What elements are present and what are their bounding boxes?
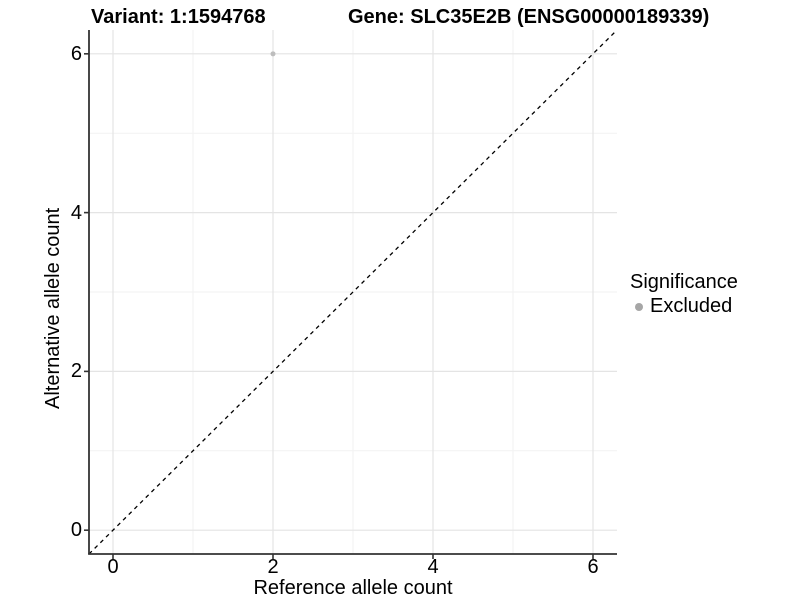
legend-item-label: Excluded [650, 295, 733, 317]
legend-key [630, 298, 648, 316]
identity-dashed-line [88, 29, 618, 555]
data-point-excluded [270, 51, 276, 57]
y-tick-label-6: 6 [70, 42, 82, 65]
y-tick-label-2: 2 [70, 360, 82, 383]
excluded-point-icon [635, 302, 643, 311]
x-tick-label-0: 0 [107, 556, 119, 578]
x-tick-label-2: 2 [267, 556, 279, 578]
plot-title-gene: Gene: SLC35E2B (ENSG00000189339) [348, 6, 710, 28]
plot-title-variant: Variant: 1:1594768 [91, 6, 266, 28]
legend: Significance Excluded [630, 270, 738, 318]
x-tick-label-6: 6 [587, 556, 599, 578]
x-axis-title: Reference allele count [253, 577, 453, 599]
legend-title: Significance [630, 271, 738, 293]
y-tick-label-4: 4 [70, 201, 82, 224]
x-tick-label-4: 4 [427, 556, 439, 578]
legend-item-excluded: Excluded [630, 295, 738, 318]
y-tick-label-0: 0 [70, 519, 82, 542]
